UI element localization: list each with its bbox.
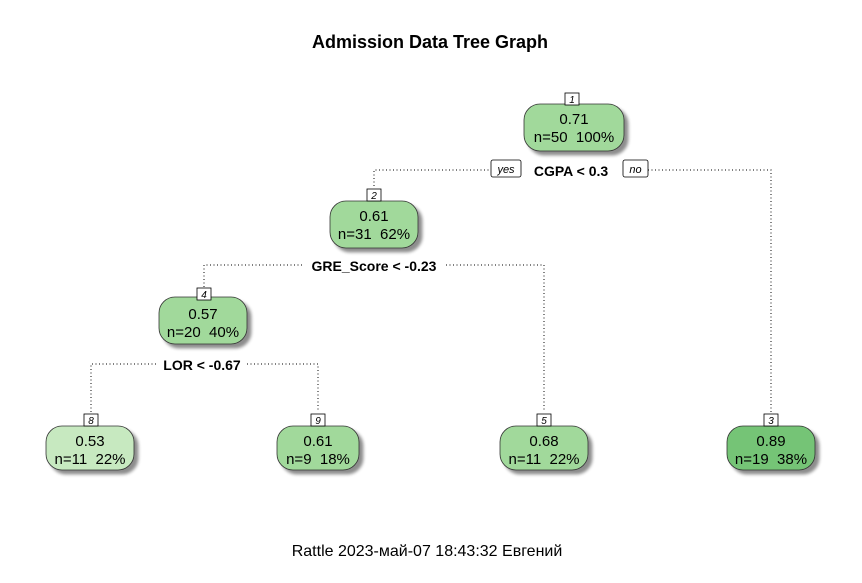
edge-4-to-8	[90, 363, 157, 412]
node-9-value: 0.61	[303, 433, 332, 450]
edge-4-to-9	[247, 363, 319, 412]
tree-node-8: 8 0.53 n=11 22%	[45, 413, 135, 471]
node-2-value: 0.61	[359, 208, 388, 225]
tree-node-2: 2 0.61 n=31 62%	[329, 188, 419, 249]
tree-node-4: 4 0.57 n=20 40%	[158, 287, 248, 345]
tree-node-5: 5 0.68 n=11 22%	[499, 413, 589, 471]
node-8-value: 0.53	[75, 433, 104, 450]
node-3-number: 3	[768, 416, 774, 427]
split-label-lor: LOR < -0.67	[163, 357, 241, 373]
chart-title: Admission Data Tree Graph	[312, 32, 548, 52]
node-8-stats: n=11 22%	[54, 451, 125, 468]
svg-text:yes: yes	[496, 164, 515, 176]
edge-2-to-4	[203, 264, 302, 287]
split-label-cgpa: CGPA < 0.3	[534, 163, 609, 179]
node-5-stats: n=11 22%	[508, 451, 579, 468]
edge-1-to-3	[648, 169, 772, 412]
node-4-stats: n=20 40%	[167, 324, 239, 341]
edges	[90, 169, 772, 412]
node-1-stats: n=50 100%	[534, 129, 615, 146]
no-tag: no	[622, 159, 649, 178]
node-4-number: 4	[201, 290, 207, 301]
edge-1-to-2	[373, 169, 491, 186]
node-9-number: 9	[315, 416, 321, 427]
node-1-number: 1	[569, 95, 575, 106]
node-3-value: 0.89	[756, 433, 785, 450]
tree-node-9: 9 0.61 n=9 18%	[276, 413, 360, 471]
tree-node-1: 1 0.71 n=50 100%	[523, 92, 625, 152]
footer-caption: Rattle 2023-май-07 18:43:32 Евгений	[292, 543, 563, 560]
node-5-number: 5	[541, 416, 547, 427]
yes-tag: yes	[490, 159, 522, 178]
tree-node-3: 3 0.89 n=19 38%	[726, 413, 816, 471]
svg-text:no: no	[629, 164, 641, 176]
node-5-value: 0.68	[529, 433, 558, 450]
node-8-number: 8	[88, 416, 94, 427]
node-2-stats: n=31 62%	[338, 226, 410, 243]
node-3-stats: n=19 38%	[735, 451, 807, 468]
node-4-value: 0.57	[188, 306, 217, 323]
edge-2-to-5	[446, 264, 545, 412]
node-9-stats: n=9 18%	[286, 451, 350, 468]
split-label-gre-score: GRE_Score < -0.23	[312, 258, 437, 274]
node-2-number: 2	[370, 191, 377, 202]
node-1-value: 0.71	[559, 111, 588, 128]
